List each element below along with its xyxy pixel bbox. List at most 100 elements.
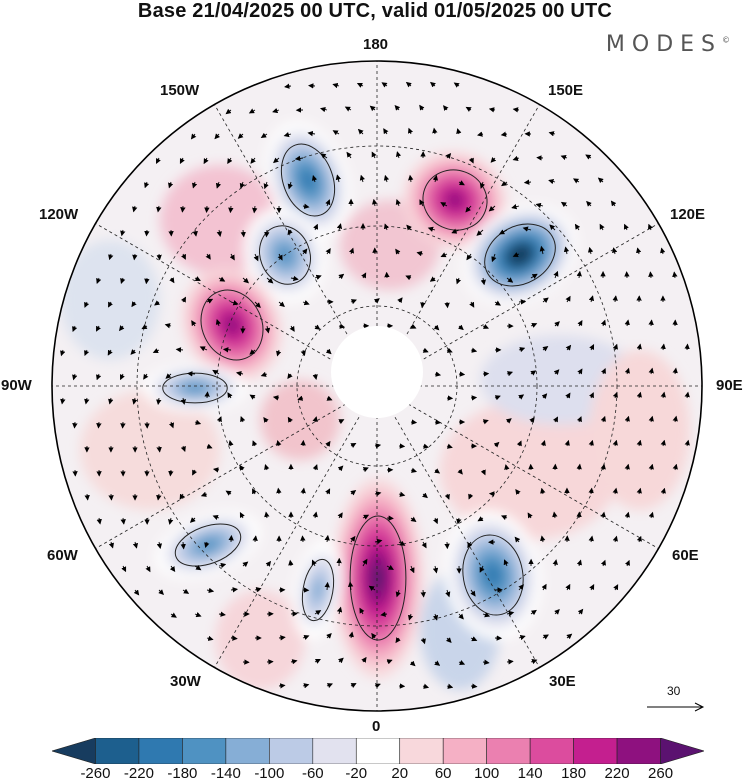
wind-arrow-128	[301, 248, 308, 255]
wind-arrow-223	[130, 349, 137, 355]
wind-arrow-397	[264, 511, 270, 519]
wind-reference-arrow	[647, 702, 705, 712]
wind-arrow-412	[624, 511, 630, 519]
wind-arrow-414	[108, 541, 114, 549]
wind-arrow-300	[338, 419, 345, 425]
colorbar-label: -180	[167, 765, 198, 782]
wind-arrow-110	[427, 226, 436, 232]
contour-0	[280, 143, 336, 217]
wind-arrow-147	[169, 277, 175, 284]
wind-arrow-125	[229, 253, 235, 261]
wind-arrow-332	[540, 440, 546, 447]
wind-arrow-304	[482, 419, 489, 425]
modes-logo: MODES©	[605, 32, 730, 57]
wind-arrow-56	[144, 181, 150, 189]
wind-arrow-388	[636, 487, 642, 495]
wind-arrow-495	[530, 609, 537, 616]
wind-arrow-52	[512, 155, 520, 161]
wind-arrow-527	[278, 683, 286, 689]
wind-arrow-58	[191, 181, 198, 189]
wind-arrow-84	[325, 199, 331, 207]
wind-arrow-202	[264, 325, 271, 334]
wind-arrow-100	[192, 229, 198, 237]
colorbar-swatch-10	[486, 738, 531, 764]
wind-arrow-78	[180, 205, 186, 213]
wind-arrow-252	[260, 371, 268, 377]
polar-blank	[331, 326, 423, 418]
wind-arrow-391	[120, 517, 126, 525]
wind-arrow-531	[374, 683, 381, 689]
wind-arrow-144	[96, 277, 102, 285]
wind-arrow-213	[530, 322, 538, 328]
wind-arrow-399	[312, 511, 318, 519]
wind-arrow-9	[248, 108, 256, 114]
colorbar-label: -140	[210, 765, 241, 782]
wind-arrow-122	[156, 253, 162, 261]
wind-arrow-17	[443, 105, 449, 111]
wind-arrow-277	[326, 395, 333, 401]
wind-arrow-499	[230, 635, 238, 641]
wind-arrow-241	[636, 343, 642, 351]
wind-arrow-20	[512, 107, 520, 113]
wind-arrow-232	[422, 347, 429, 353]
wind-arrow-293	[168, 421, 175, 429]
wind-arrow-55	[585, 154, 592, 160]
wind-arrow-497	[577, 608, 584, 615]
wind-arrow-65	[359, 174, 365, 183]
wind-arrow-229	[276, 349, 282, 357]
wind-arrow-247	[143, 373, 149, 380]
wind-arrow-134	[440, 252, 448, 258]
wind-arrow-10	[272, 107, 280, 114]
wind-arrow-90	[465, 205, 472, 213]
wind-arrow-440	[194, 565, 202, 571]
wind-arrow-295	[216, 416, 222, 423]
wind-arrow-195	[96, 325, 101, 332]
wind-arrow-471	[420, 589, 426, 598]
wind-arrow-415	[132, 541, 139, 549]
wind-arrow-143	[660, 247, 666, 255]
wind-arrow-5	[405, 81, 412, 88]
wind-arrow-328	[446, 443, 453, 449]
wind-arrow-489	[380, 611, 388, 617]
wind-arrow-534	[446, 683, 454, 689]
wind-arrow-47	[395, 151, 402, 159]
lon-label-90w: 90W	[1, 377, 32, 394]
wind-arrow-443	[265, 560, 272, 567]
wind-arrow-486	[314, 610, 322, 616]
wind-arrow-400	[337, 512, 343, 519]
wind-arrow-281	[518, 394, 525, 400]
wind-arrow-355	[457, 468, 463, 475]
wind-arrow-401	[362, 514, 370, 520]
colorbar-swatch-1	[95, 738, 140, 764]
wind-arrow-424	[350, 535, 356, 543]
wind-arrow-199	[191, 320, 197, 327]
wind-arrow-149	[218, 276, 226, 282]
wind-arrow-271	[180, 397, 186, 405]
wind-arrow-380	[444, 493, 450, 500]
wind-arrow-157	[405, 275, 412, 281]
colorbar-label: 20	[391, 765, 409, 782]
wind-arrow-418	[204, 541, 210, 549]
wind-arrow-23	[237, 133, 244, 139]
wind-arrow-194	[72, 325, 78, 333]
anomaly-shade-1	[440, 400, 620, 540]
wind-arrow-208	[410, 323, 417, 329]
contour-7	[462, 534, 524, 616]
wind-arrow-450	[432, 565, 439, 574]
wind-arrow-64	[335, 174, 342, 183]
wind-arrow-251	[235, 370, 244, 377]
wind-arrow-334	[588, 439, 594, 447]
wind-arrow-31	[432, 127, 438, 135]
colorbar	[52, 738, 704, 764]
wind-arrow-462	[206, 587, 215, 594]
wind-arrow-275	[272, 395, 280, 401]
wind-arrow-343	[168, 469, 174, 477]
wind-vectors	[60, 81, 690, 689]
meridian-2	[376, 223, 659, 387]
wind-arrow-242	[660, 343, 666, 351]
wind-arrow-448	[386, 564, 394, 570]
wind-arrow-24	[260, 132, 268, 138]
wind-arrow-517	[314, 658, 321, 664]
wind-arrow-256	[458, 371, 466, 377]
wind-arrow-403	[410, 516, 417, 523]
